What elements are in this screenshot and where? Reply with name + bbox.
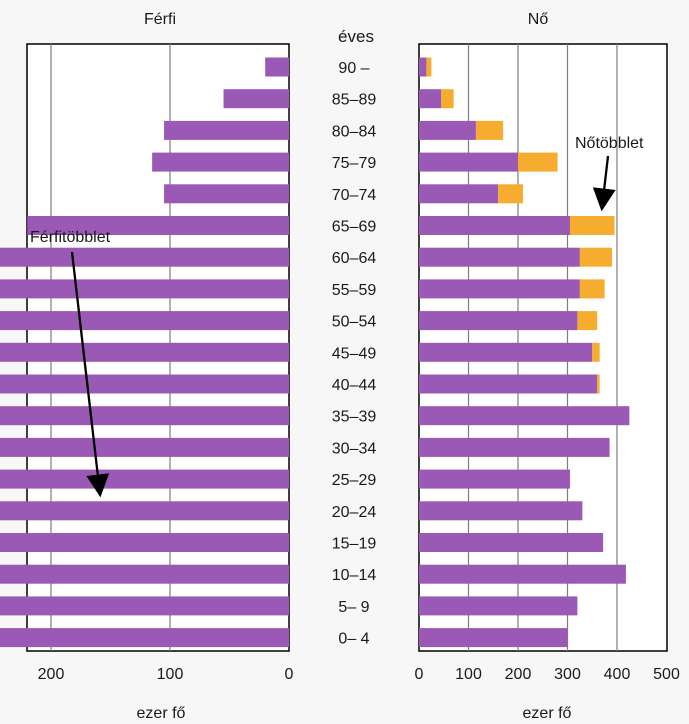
right-tick-label: 100 <box>455 666 482 683</box>
right-base-bar-9 <box>419 342 593 362</box>
left-tick-label: 200 <box>38 666 65 683</box>
female-surplus-annotation: Nőtöbblet <box>575 135 644 152</box>
left-base-bar-15 <box>0 533 289 552</box>
age-group-label: 80–84 <box>332 123 377 140</box>
right-x-axis-label: ezer fő <box>523 705 572 722</box>
age-group-label: 10–14 <box>332 567 377 584</box>
male-surplus-arrow <box>70 251 110 498</box>
left-base-bar-9 <box>0 342 289 362</box>
right-surplus-bar-0 <box>426 57 432 77</box>
age-group-label: 5– 9 <box>338 599 369 616</box>
age-group-label: 35–39 <box>332 409 377 426</box>
right-base-bar-1 <box>419 89 442 109</box>
left-base-bar-12 <box>0 437 290 457</box>
age-group-label: 50–54 <box>332 314 377 331</box>
age-group-label: 60–64 <box>332 250 377 267</box>
right-base-bar-2 <box>419 120 476 140</box>
age-group-labels: 90 – 85–89 80–84 75–79 70–74 65–69 60–64 55–59 5… <box>332 60 377 648</box>
right-surplus-bar-3 <box>518 152 558 172</box>
right-base-bar-7 <box>419 279 580 299</box>
left-base-bar-0 <box>265 57 289 77</box>
left-base-bar-18 <box>0 628 290 648</box>
age-group-label: 25–29 <box>332 472 377 489</box>
right-surplus-bar-6 <box>579 247 613 267</box>
right-surplus-bar-2 <box>475 120 504 140</box>
age-group-label: 55–59 <box>332 282 377 299</box>
left-tick-label: 100 <box>157 666 184 683</box>
age-group-label: 75–79 <box>332 155 377 172</box>
right-base-bar-6 <box>419 247 580 267</box>
left-base-bar-11 <box>0 406 289 426</box>
left-base-bar-17 <box>0 596 289 616</box>
age-group-label: 0– 4 <box>338 631 369 648</box>
age-group-label: 65–69 <box>332 219 377 236</box>
right-tick-label: 200 <box>505 666 532 683</box>
female-surplus-arrow <box>592 155 616 212</box>
left-tick-label: 0 <box>285 666 294 683</box>
age-group-label: 85–89 <box>332 92 377 109</box>
right-surplus-bar-9 <box>592 342 600 362</box>
left-base-bar-3 <box>152 152 289 172</box>
left-base-bar-7 <box>0 279 289 299</box>
right-base-bar-10 <box>419 374 598 394</box>
right-panel-title: Nő <box>528 11 549 28</box>
right-base-bar-3 <box>419 152 518 172</box>
left-base-bar-5 <box>27 216 289 235</box>
age-group-label: 15–19 <box>332 536 377 553</box>
left-base-bar-4 <box>164 184 289 204</box>
right-base-bar-8 <box>419 311 578 331</box>
right-base-bar-14 <box>419 501 583 521</box>
right-surplus-bar-1 <box>441 89 454 109</box>
left-base-bar-6 <box>0 247 290 267</box>
right-base-bar-12 <box>419 437 610 457</box>
right-tick-label: 400 <box>604 666 631 683</box>
right-tick-label: 300 <box>554 666 581 683</box>
left-axis-ticks: 5004003002001000 <box>38 666 294 683</box>
age-axis-title: éves <box>338 27 374 46</box>
right-base-bar-18 <box>419 628 568 648</box>
left-panel-title: Férfi <box>144 11 176 28</box>
male-surplus-annotation: Férfitöbblet <box>30 229 111 246</box>
right-base-bar-4 <box>419 184 499 204</box>
right-base-bar-5 <box>419 216 570 235</box>
right-surplus-bar-8 <box>577 311 598 331</box>
age-group-label: 45–49 <box>332 345 377 362</box>
right-bars <box>419 57 630 648</box>
right-base-bar-13 <box>419 469 570 489</box>
right-surplus-bar-7 <box>579 279 605 299</box>
age-group-label: 70–74 <box>332 187 377 204</box>
left-base-bar-8 <box>0 311 289 331</box>
right-base-bar-16 <box>419 564 626 584</box>
right-surplus-bar-4 <box>498 184 523 204</box>
age-group-label: 90 – <box>338 60 369 77</box>
right-base-bar-15 <box>419 533 604 552</box>
right-base-bar-17 <box>419 596 578 616</box>
age-group-label: 40–44 <box>332 377 377 394</box>
right-surplus-bar-5 <box>569 216 615 235</box>
left-base-bar-16 <box>0 564 289 584</box>
left-base-bar-2 <box>164 120 289 140</box>
right-surplus-bar-10 <box>597 374 600 394</box>
right-axis-ticks: 0 100 200 300 400 500 <box>415 666 680 683</box>
right-tick-label: 0 <box>415 666 424 683</box>
right-base-bar-11 <box>419 406 630 426</box>
age-group-label: 20–24 <box>332 504 377 521</box>
right-base-bar-0 <box>419 57 427 77</box>
left-base-bar-1 <box>223 89 289 109</box>
left-base-bar-13 <box>0 469 289 489</box>
left-base-bar-14 <box>0 501 289 521</box>
right-tick-label: 500 <box>653 666 680 683</box>
left-x-axis-label: ezer fő <box>137 705 186 722</box>
age-group-label: 30–34 <box>332 440 377 457</box>
left-base-bar-10 <box>0 374 290 394</box>
